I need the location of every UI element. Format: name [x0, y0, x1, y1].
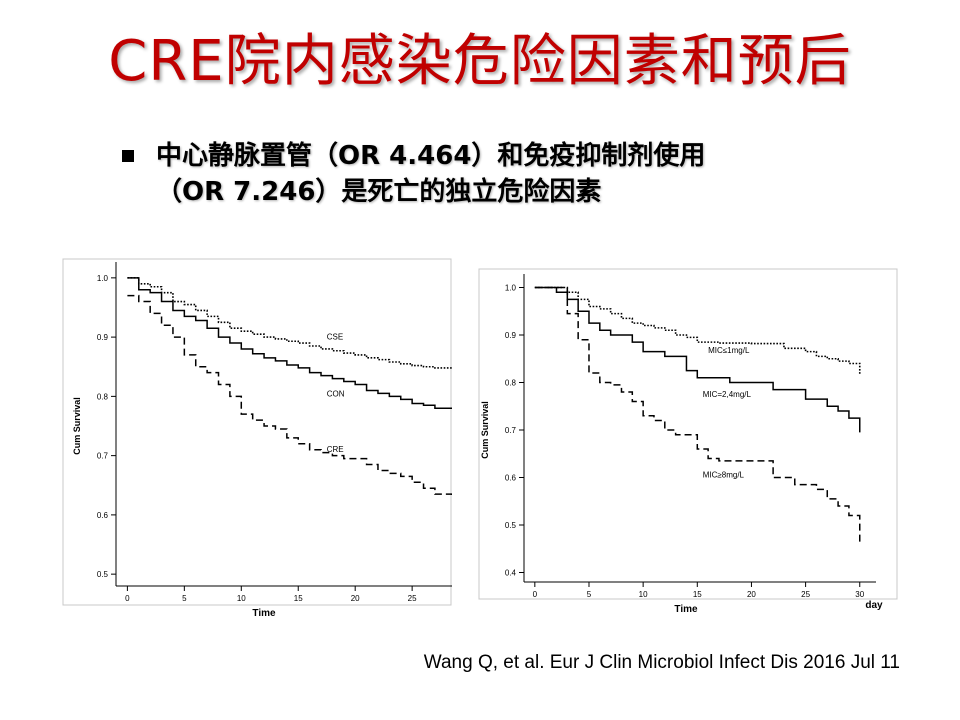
x-axis-label: Time: [252, 608, 276, 619]
series-label-mic-1mg-l: MIC≤1mg/L: [708, 346, 750, 355]
series-line-mic-8mg-l: [534, 286, 861, 542]
x-tick-label: 15: [294, 594, 303, 603]
bullet-point: 中心静脉置管（OR 4.464）和免疫抑制剂使用 （OR 7.246）是死亡的独…: [120, 138, 840, 210]
x-tick-label: 0: [125, 594, 130, 603]
series-line-mic-1mg-l: [534, 286, 861, 376]
y-tick-label: 0.7: [97, 452, 109, 461]
x-tick-label: 5: [587, 590, 592, 599]
citation: Wang Q, et al. Eur J Clin Microbiol Infe…: [423, 652, 900, 673]
bullet-text-line2: （OR 7.246）是死亡的独立危险因素: [156, 177, 602, 207]
y-tick-label: 0.5: [505, 521, 517, 530]
x-tick-label: 30: [855, 590, 864, 599]
series-line-cre: [127, 294, 452, 499]
y-tick-label: 0.9: [97, 333, 109, 342]
x-tick-label: 15: [693, 590, 702, 599]
square-bullet-icon: [122, 150, 134, 162]
series-line-mic-2-4mg-l: [534, 286, 861, 433]
chart-frame: [62, 258, 452, 606]
chart-svg: 0.4 0.5 0.6 0.7 0.8 0.9 1.0 0 5 10 15 20 25 30 Time Cum…: [478, 268, 898, 615]
survival-chart-cre-vs-controls: 0.5 0.6 0.7 0.8 0.9 1.0 0 5 10 15 20 25 Time Cum Surv…: [62, 258, 452, 628]
y-tick-label: 1.0: [505, 284, 517, 293]
x-tick-label: 25: [408, 594, 417, 603]
x-axis-label: Time: [674, 604, 698, 615]
survival-chart-by-mic: 0.4 0.5 0.6 0.7 0.8 0.9 1.0 0 5 10 15 20 25 30 Time Cum…: [478, 268, 898, 618]
y-tick-label: 0.6: [505, 474, 517, 483]
series-line-con: [127, 277, 452, 409]
bullet-text-line1: 中心静脉置管（OR 4.464）和免疫抑制剂使用: [156, 141, 706, 171]
y-tick-label: 0.6: [97, 511, 109, 520]
y-axis-label: Cum Survival: [480, 401, 490, 459]
x-tick-label: 25: [801, 590, 810, 599]
x-tick-label: 20: [747, 590, 756, 599]
slide-title: CRE院内感染危险因素和预后: [108, 29, 852, 94]
y-tick-label: 1.0: [97, 274, 109, 283]
y-tick-label: 0.8: [505, 379, 517, 388]
x-tick-label: 5: [182, 594, 187, 603]
series-label-cre: CRE: [327, 445, 344, 454]
y-tick-label: 0.5: [97, 570, 109, 579]
x-tick-label: 20: [351, 594, 360, 603]
series-label-mic-2-4mg-l: MIC=2,4mg/L: [703, 390, 752, 399]
series-label-mic-8mg-l: MIC≥8mg/L: [703, 471, 745, 480]
y-axis-label: Cum Survival: [72, 397, 82, 455]
x-tick-label: 0: [533, 590, 538, 599]
x-unit-label: day: [865, 600, 883, 611]
chart-frame: [478, 268, 898, 600]
chart-svg: 0.5 0.6 0.7 0.8 0.9 1.0 0 5 10 15 20 25 Time Cum Surv…: [62, 258, 452, 619]
y-tick-label: 0.7: [505, 426, 517, 435]
y-tick-label: 0.8: [97, 392, 109, 401]
series-line-cse: [127, 277, 452, 369]
x-tick-label: 10: [639, 590, 648, 599]
x-tick-label: 10: [237, 594, 246, 603]
y-tick-label: 0.4: [505, 569, 517, 578]
series-label-cse: CSE: [327, 332, 343, 341]
y-tick-label: 0.9: [505, 331, 517, 340]
series-label-con: CON: [327, 389, 345, 398]
